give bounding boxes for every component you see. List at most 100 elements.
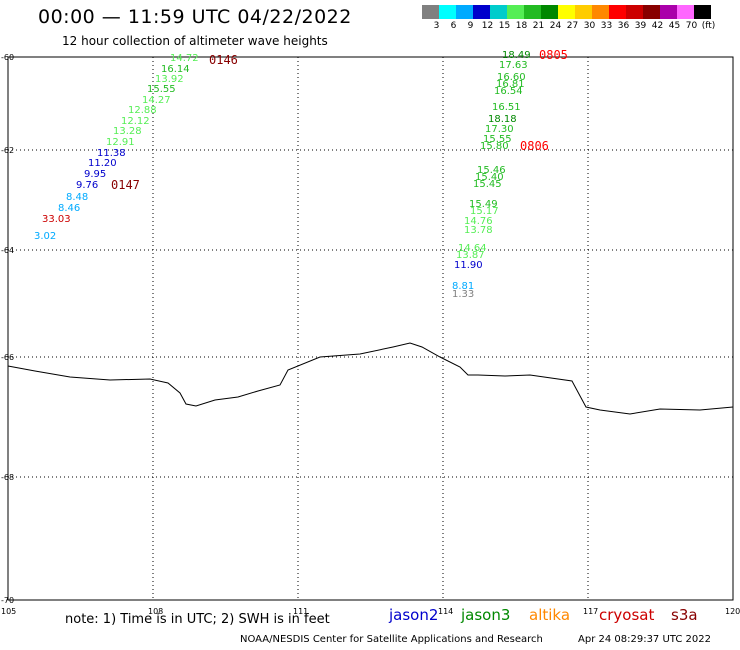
color-scale-label: 45: [668, 21, 681, 31]
longitude-label: 114: [438, 607, 453, 616]
wave-height-value: 12.88: [128, 105, 157, 116]
wave-height-value: 9.95: [84, 169, 106, 180]
wave-height-value: 17.30: [485, 124, 514, 135]
generated-timestamp: Apr 24 08:29:37 UTC 2022: [578, 634, 711, 645]
longitude-label: 111: [293, 607, 308, 616]
color-scale-label: 33: [600, 21, 613, 31]
wave-height-value: 13.87: [456, 250, 485, 261]
color-swatch: [626, 5, 643, 19]
color-scale-label: 36: [617, 21, 630, 31]
color-swatch: [694, 5, 711, 19]
color-scale-label: 30: [583, 21, 596, 31]
wave-height-value: 13.92: [155, 74, 184, 85]
color-swatch: [507, 5, 524, 19]
wave-height-value: 15.17: [470, 206, 499, 217]
color-scale-label: 24: [549, 21, 562, 31]
color-scale-label: 12: [481, 21, 494, 31]
color-swatch: [473, 5, 490, 19]
color-swatch: [558, 5, 575, 19]
color-scale-label: 6: [450, 21, 457, 31]
pass-time-label: 0805: [539, 48, 568, 62]
color-swatch: [541, 5, 558, 19]
latitude-label: -60: [1, 53, 14, 62]
wave-height-value: 14.72: [170, 53, 199, 64]
wave-height-value: 14.27: [142, 95, 171, 106]
latitude-label: -62: [1, 146, 14, 155]
color-scale-label: 39: [634, 21, 647, 31]
wave-height-value: 16.60: [497, 72, 526, 83]
pass-time-label: 0147: [111, 178, 140, 192]
color-scale-label: 3: [433, 21, 440, 31]
wave-height-value: 12.91: [106, 137, 135, 148]
latitude-label: -68: [1, 473, 14, 482]
color-swatch: [575, 5, 592, 19]
satellite-legend-item: s3a: [671, 606, 698, 624]
wave-height-value: 1.33: [452, 289, 474, 300]
map-frame: [7, 56, 734, 601]
wave-height-value: 11.90: [454, 260, 483, 271]
wave-height-value: 11.38: [97, 148, 126, 159]
wave-height-value: 17.63: [499, 60, 528, 71]
wave-height-value: 18.18: [488, 114, 517, 125]
wave-height-value: 8.48: [66, 192, 88, 203]
color-swatch: [422, 5, 439, 19]
wave-height-value: 16.51: [492, 102, 521, 113]
pass-time-label: 0806: [520, 139, 549, 153]
wave-height-value: 14.76: [464, 216, 493, 227]
wave-height-observations: 14.7216.1413.9215.5514.2712.8812.1213.28…: [34, 48, 568, 300]
wave-height-value: 15.45: [473, 179, 502, 190]
page-subtitle: 12 hour collection of altimeter wave hei…: [62, 34, 328, 48]
color-scale-bar: [422, 5, 711, 19]
wave-height-value: 15.49: [469, 199, 498, 210]
color-swatch: [439, 5, 456, 19]
wave-height-value: 3.02: [34, 231, 56, 242]
latitude-label: -70: [1, 596, 14, 605]
longitude-label: 105: [1, 607, 16, 616]
color-swatch: [592, 5, 609, 19]
color-swatch: [660, 5, 677, 19]
color-scale-label: (ft): [701, 21, 716, 31]
color-scale-label: 15: [498, 21, 511, 31]
wave-height-value: 8.81: [452, 281, 474, 292]
axis-labels: -60 -62 -64 -66 -68 -70 105 108 111 114 117 120: [1, 53, 740, 616]
wave-height-value: 9.76: [76, 180, 98, 191]
wave-height-value: 16.81: [496, 79, 525, 90]
wave-height-value: 13.28: [113, 126, 142, 137]
page-title: 00:00 — 11:59 UTC 04/22/2022: [38, 6, 352, 28]
wave-height-value: 15.46: [477, 165, 506, 176]
satellite-legend-item: jason2: [389, 606, 439, 624]
pass-time-label: 0146: [209, 53, 238, 67]
wave-height-value: 15.55: [483, 134, 512, 145]
lat-lon-grid: [8, 57, 733, 600]
wave-height-value: 15.55: [147, 84, 176, 95]
color-swatch: [456, 5, 473, 19]
wave-height-value: 13.78: [464, 225, 493, 236]
wave-height-value: 33.03: [42, 214, 71, 225]
wave-height-value: 15.80: [480, 141, 509, 152]
footnote: note: 1) Time is in UTC; 2) SWH is in fe…: [65, 612, 330, 627]
latitude-label: -64: [1, 246, 14, 255]
color-swatch: [490, 5, 507, 19]
longitude-label: 120: [725, 607, 740, 616]
color-swatch: [643, 5, 660, 19]
color-scale-labels: 3 6 9 12 15 18 21 24 27 30 33 36 39 42 45 70 (ft): [422, 21, 740, 33]
satellite-legend-item: jason3: [461, 606, 511, 624]
credit-line: NOAA/NESDIS Center for Satellite Applica…: [240, 634, 543, 645]
color-scale-label: 42: [651, 21, 664, 31]
wave-height-value: 12.12: [121, 116, 150, 127]
color-scale-label: 70: [685, 21, 698, 31]
color-scale-label: 18: [515, 21, 528, 31]
longitude-label: 117: [583, 607, 598, 616]
antarctic-coastline: [7, 342, 734, 415]
wave-height-value: 11.20: [88, 158, 117, 169]
wave-height-value: 15.40: [475, 172, 504, 183]
satellite-legend-item: altika: [529, 606, 571, 624]
satellite-legend-item: cryosat: [599, 606, 655, 624]
color-swatch: [677, 5, 694, 19]
color-scale-label: 27: [566, 21, 579, 31]
longitude-label: 108: [148, 607, 163, 616]
wave-height-value: 16.14: [161, 64, 190, 75]
color-scale-label: 21: [532, 21, 545, 31]
